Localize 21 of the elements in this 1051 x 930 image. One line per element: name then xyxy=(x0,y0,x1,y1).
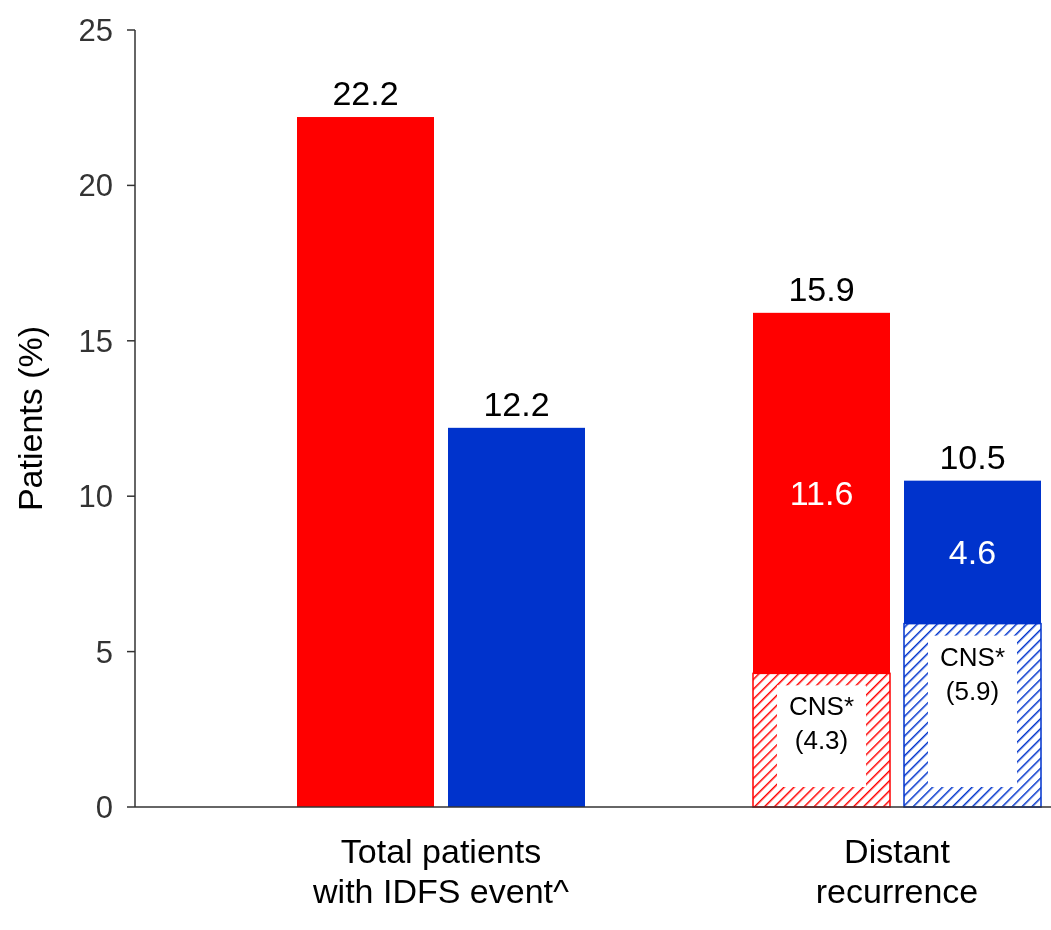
data-label: 11.6 xyxy=(789,474,854,513)
data-label: 4.6 xyxy=(948,533,997,572)
y-axis-title: Patients (%) xyxy=(11,325,49,512)
data-label: (4.3) xyxy=(794,725,849,756)
y-tick-label: 5 xyxy=(95,634,113,670)
series-label: CNS* xyxy=(939,641,1006,672)
x-tick-label: Distant recurrence xyxy=(815,832,979,910)
y-tick-label: 25 xyxy=(78,13,113,48)
bar xyxy=(297,117,434,807)
text: 12.2 xyxy=(483,384,550,423)
y-tick-label: 0 xyxy=(95,790,113,825)
y-tick-label: 20 xyxy=(78,168,113,204)
text: 15.9 xyxy=(788,269,855,308)
text: 22.2 xyxy=(332,74,399,113)
y-tick-label: 10 xyxy=(78,479,113,515)
bar xyxy=(448,427,585,807)
x-tick-label: Total patients with IDFS event^ xyxy=(312,832,570,910)
series-label: CNS* xyxy=(788,691,855,722)
y-tick-label: 15 xyxy=(78,323,113,359)
data-label: (5.9) xyxy=(945,675,1000,706)
text: 10.5 xyxy=(939,437,1006,476)
